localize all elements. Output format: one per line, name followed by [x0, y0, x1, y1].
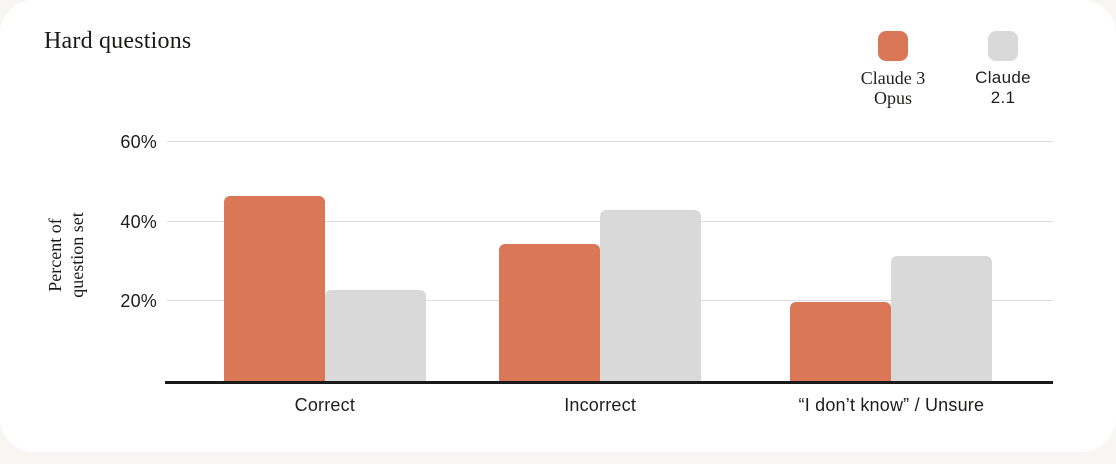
legend: Claude 3 Opus Claude 2.1 — [847, 31, 1049, 108]
category-label-correct: Correct — [294, 395, 356, 415]
chart-title: Hard questions — [44, 28, 192, 54]
bar-group-incorrect — [499, 209, 702, 381]
bar-incorrect-claude-3-opus — [499, 243, 601, 381]
bar-incorrect-claude-2-1 — [600, 209, 702, 381]
bar-i-don-t-know-unsure-claude-2-1 — [891, 256, 993, 381]
y-axis-label: Percent of question set — [44, 212, 88, 298]
legend-label-line: Opus — [873, 88, 912, 108]
category-label-i-don-t-know-unsure: “I don’t know” / Unsure — [798, 395, 985, 415]
plot-area: 20% 40% 60% Correct Incorrect “I don’t know” … — [120, 118, 1053, 415]
y-tick-label-40: 40% — [120, 211, 157, 232]
bar-correct-claude-2-1 — [324, 290, 426, 381]
gridline-60: 60% — [120, 132, 1053, 152]
y-tick-label-20: 20% — [120, 291, 157, 312]
y-axis-label-line: question set — [67, 212, 87, 298]
legend-label-line: Claude 3 — [860, 68, 926, 88]
legend-item-claude-3-opus: Claude 3 Opus — [847, 31, 939, 108]
y-tick-label-60: 60% — [120, 131, 157, 152]
bar-correct-claude-3-opus — [223, 195, 325, 381]
legend-label-line: Claude — [975, 68, 1031, 87]
y-axis-label-line: Percent of — [45, 218, 65, 292]
legend-label-claude-3-opus: Claude 3 Opus — [847, 68, 939, 108]
legend-item-claude-2-1: Claude 2.1 — [957, 31, 1049, 108]
legend-swatch-claude-3-opus — [878, 31, 908, 61]
bar-group-i-don-t-know-unsure — [790, 256, 993, 381]
category-label-incorrect: Incorrect — [564, 395, 637, 415]
chart-card: Hard questions Claude 3 Opus Claude 2.1 … — [0, 0, 1116, 452]
bar-group-correct — [223, 195, 426, 381]
bar-i-don-t-know-unsure-claude-3-opus — [790, 302, 892, 381]
legend-label-claude-2-1: Claude 2.1 — [957, 68, 1049, 108]
legend-label-line: 2.1 — [990, 88, 1016, 107]
legend-swatch-claude-2-1 — [988, 31, 1018, 61]
